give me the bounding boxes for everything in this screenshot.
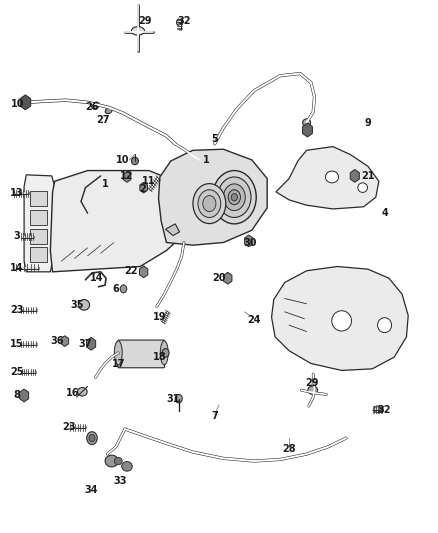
- Ellipse shape: [92, 102, 99, 109]
- Text: 25: 25: [10, 367, 23, 377]
- Ellipse shape: [223, 184, 245, 211]
- Ellipse shape: [218, 177, 251, 217]
- Text: 8: 8: [13, 391, 20, 400]
- Polygon shape: [24, 175, 55, 272]
- Ellipse shape: [193, 183, 226, 224]
- Text: 32: 32: [177, 17, 191, 26]
- Bar: [30, 191, 47, 206]
- Ellipse shape: [303, 119, 311, 126]
- Text: 5: 5: [211, 134, 218, 143]
- Polygon shape: [20, 389, 28, 402]
- Text: 11: 11: [142, 176, 155, 186]
- Ellipse shape: [131, 27, 145, 35]
- Ellipse shape: [87, 432, 97, 445]
- Text: 16: 16: [66, 389, 79, 398]
- Text: 20: 20: [212, 273, 226, 283]
- Text: 7: 7: [211, 411, 218, 421]
- Polygon shape: [223, 272, 232, 284]
- Ellipse shape: [198, 190, 221, 217]
- Text: 1: 1: [202, 155, 209, 165]
- Ellipse shape: [378, 318, 392, 333]
- Text: 29: 29: [305, 378, 318, 387]
- Text: 33: 33: [114, 476, 127, 486]
- Ellipse shape: [212, 171, 256, 224]
- Text: 28: 28: [282, 444, 296, 454]
- Polygon shape: [140, 182, 148, 193]
- Text: 27: 27: [96, 115, 110, 125]
- Polygon shape: [87, 337, 95, 350]
- Ellipse shape: [89, 434, 95, 442]
- Ellipse shape: [79, 300, 89, 310]
- Text: 36: 36: [50, 336, 64, 346]
- Text: 14: 14: [10, 263, 23, 272]
- Polygon shape: [61, 336, 69, 346]
- Bar: [30, 210, 47, 225]
- Text: 34: 34: [85, 486, 98, 495]
- Text: 22: 22: [125, 266, 138, 276]
- Polygon shape: [123, 172, 131, 182]
- Ellipse shape: [114, 457, 122, 465]
- Ellipse shape: [122, 462, 132, 471]
- Ellipse shape: [203, 196, 216, 212]
- Text: 12: 12: [120, 171, 134, 181]
- Text: 35: 35: [70, 300, 83, 310]
- Bar: [30, 247, 47, 262]
- Ellipse shape: [374, 406, 381, 413]
- Text: 13: 13: [10, 188, 23, 198]
- Text: 17: 17: [112, 359, 125, 368]
- Polygon shape: [276, 147, 379, 209]
- Text: 3: 3: [13, 231, 20, 240]
- Ellipse shape: [120, 285, 127, 293]
- Text: 18: 18: [153, 352, 167, 362]
- Text: 23: 23: [10, 305, 23, 315]
- Text: 4: 4: [382, 208, 389, 218]
- Text: 10: 10: [116, 155, 129, 165]
- Ellipse shape: [114, 341, 122, 365]
- Text: 29: 29: [138, 17, 151, 26]
- Text: 9: 9: [364, 118, 371, 127]
- Text: 23: 23: [63, 423, 76, 432]
- Ellipse shape: [175, 394, 182, 403]
- Ellipse shape: [160, 341, 168, 365]
- Ellipse shape: [177, 19, 183, 26]
- Ellipse shape: [325, 171, 339, 183]
- Text: 26: 26: [85, 102, 99, 111]
- Text: 32: 32: [378, 406, 391, 415]
- Text: 19: 19: [153, 312, 166, 322]
- Polygon shape: [303, 123, 312, 137]
- Ellipse shape: [231, 193, 237, 201]
- Text: 6: 6: [113, 284, 120, 294]
- Text: 37: 37: [79, 339, 92, 349]
- Polygon shape: [50, 171, 188, 272]
- Bar: [30, 229, 47, 244]
- Text: 31: 31: [166, 394, 180, 403]
- Ellipse shape: [105, 455, 118, 467]
- Polygon shape: [20, 95, 31, 110]
- Text: 1: 1: [102, 179, 109, 189]
- Polygon shape: [139, 266, 148, 278]
- Polygon shape: [350, 169, 359, 182]
- Ellipse shape: [105, 108, 112, 114]
- Polygon shape: [159, 149, 267, 245]
- Text: 21: 21: [361, 171, 374, 181]
- Text: 14: 14: [90, 273, 103, 283]
- Ellipse shape: [332, 311, 351, 331]
- Text: 2: 2: [139, 184, 146, 194]
- Polygon shape: [272, 266, 408, 370]
- Text: 10: 10: [11, 99, 24, 109]
- Ellipse shape: [308, 386, 318, 394]
- Polygon shape: [115, 340, 166, 368]
- Polygon shape: [244, 235, 253, 247]
- Polygon shape: [166, 224, 180, 236]
- Text: 24: 24: [247, 315, 261, 325]
- Ellipse shape: [78, 387, 87, 396]
- Ellipse shape: [228, 190, 240, 205]
- Text: 30: 30: [243, 238, 256, 247]
- Ellipse shape: [162, 349, 169, 357]
- Ellipse shape: [358, 183, 367, 192]
- Text: 15: 15: [10, 339, 23, 349]
- Ellipse shape: [131, 157, 138, 165]
